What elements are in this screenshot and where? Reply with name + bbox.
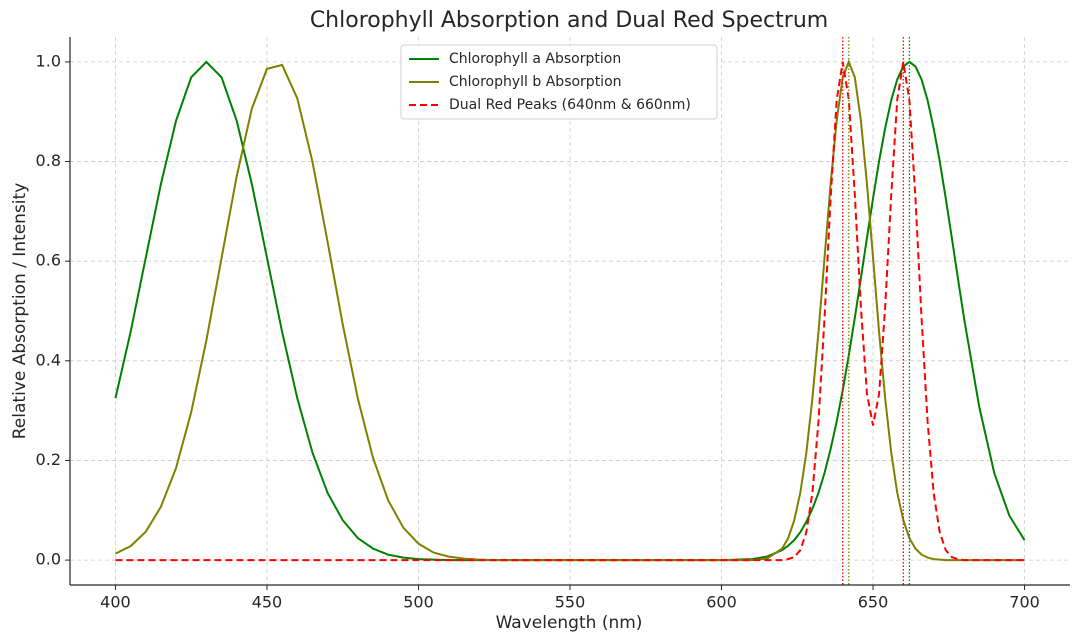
x-tick-label: 450: [252, 593, 283, 612]
x-tick-label: 550: [555, 593, 586, 612]
x-tick-label: 600: [706, 593, 737, 612]
y-axis-label: Relative Absorption / Intensity: [10, 183, 30, 440]
legend-label: Chlorophyll b Absorption: [449, 74, 622, 90]
chart-title: Chlorophyll Absorption and Dual Red Spec…: [310, 8, 828, 33]
x-tick-label: 400: [100, 593, 131, 612]
y-tick-label: 0.8: [36, 151, 61, 170]
y-tick-label: 0.2: [36, 450, 61, 469]
legend-label: Dual Red Peaks (640nm & 660nm): [449, 97, 691, 113]
x-tick-label: 650: [858, 593, 889, 612]
x-axis-label: Wavelength (nm): [496, 613, 643, 633]
x-tick-label: 700: [1009, 593, 1040, 612]
y-tick-label: 0.6: [36, 251, 61, 270]
y-tick-label: 0.0: [36, 550, 61, 569]
x-tick-label: 500: [403, 593, 434, 612]
legend-label: Chlorophyll a Absorption: [449, 51, 621, 67]
legend-box: [400, 44, 718, 120]
legend: Chlorophyll a Absorption Chlorophyll b Ab…: [400, 44, 718, 120]
y-tick-label: 0.4: [36, 350, 61, 369]
y-tick-label: 1.0: [36, 51, 61, 70]
